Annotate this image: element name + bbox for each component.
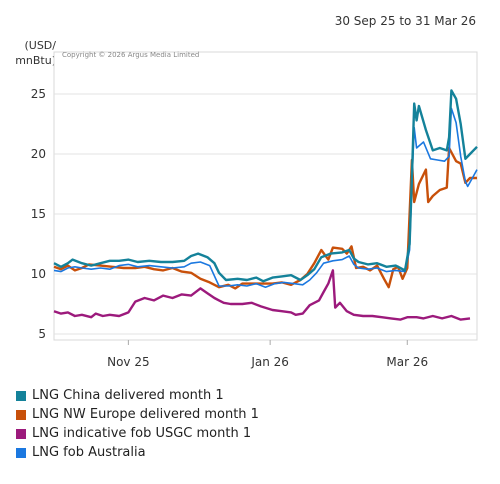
copyright-text: Copyright © 2026 Argus Media Limited — [62, 51, 199, 59]
y-axis-unit-label: (USD/ mnBtu) — [12, 38, 56, 68]
y-tick-label: 5 — [38, 327, 46, 341]
plot-area — [53, 51, 478, 341]
x-tick-label: Jan 26 — [250, 355, 289, 369]
y-tick-label: 10 — [31, 267, 46, 281]
legend-label-usgc: LNG indicative fob USGC month 1 — [32, 426, 252, 441]
unit-line-1: (USD/ — [24, 39, 56, 52]
y-tick-label: 15 — [31, 207, 46, 221]
legend-swatch-nw-europe — [16, 409, 26, 420]
legend-swatch-australia — [16, 447, 26, 458]
chart-legend: LNG China delivered month 1 LNG NW Europ… — [16, 386, 259, 462]
y-tick-label: 20 — [31, 147, 46, 161]
legend-item-china: LNG China delivered month 1 — [16, 386, 259, 405]
legend-label-australia: LNG fob Australia — [32, 445, 146, 460]
legend-label-china: LNG China delivered month 1 — [32, 388, 224, 403]
series-line-lng-indicative-fob-usgc-month-1 — [53, 269, 471, 321]
legend-item-nw-europe: LNG NW Europe delivered month 1 — [16, 405, 259, 424]
legend-item-usgc: LNG indicative fob USGC month 1 — [16, 424, 259, 443]
price-chart: 5 10 15 20 25 Nov 25 Jan 26 Mar 26 Copyright ©… — [31, 51, 478, 369]
x-tick-label: Mar 26 — [386, 355, 428, 369]
date-range-label: 30 Sep 25 to 31 Mar 26 — [334, 14, 476, 28]
series-line-lng-fob-australia — [53, 107, 478, 289]
legend-item-australia: LNG fob Australia — [16, 443, 259, 462]
unit-line-2: mnBtu) — [15, 54, 56, 67]
legend-label-nw-europe: LNG NW Europe delivered month 1 — [32, 407, 259, 422]
y-tick-label: 25 — [31, 87, 46, 101]
legend-swatch-china — [16, 390, 26, 401]
x-tick-label: Nov 25 — [107, 355, 150, 369]
series-line-lng-china-delivered-month-1 — [53, 89, 478, 283]
legend-swatch-usgc — [16, 428, 26, 439]
